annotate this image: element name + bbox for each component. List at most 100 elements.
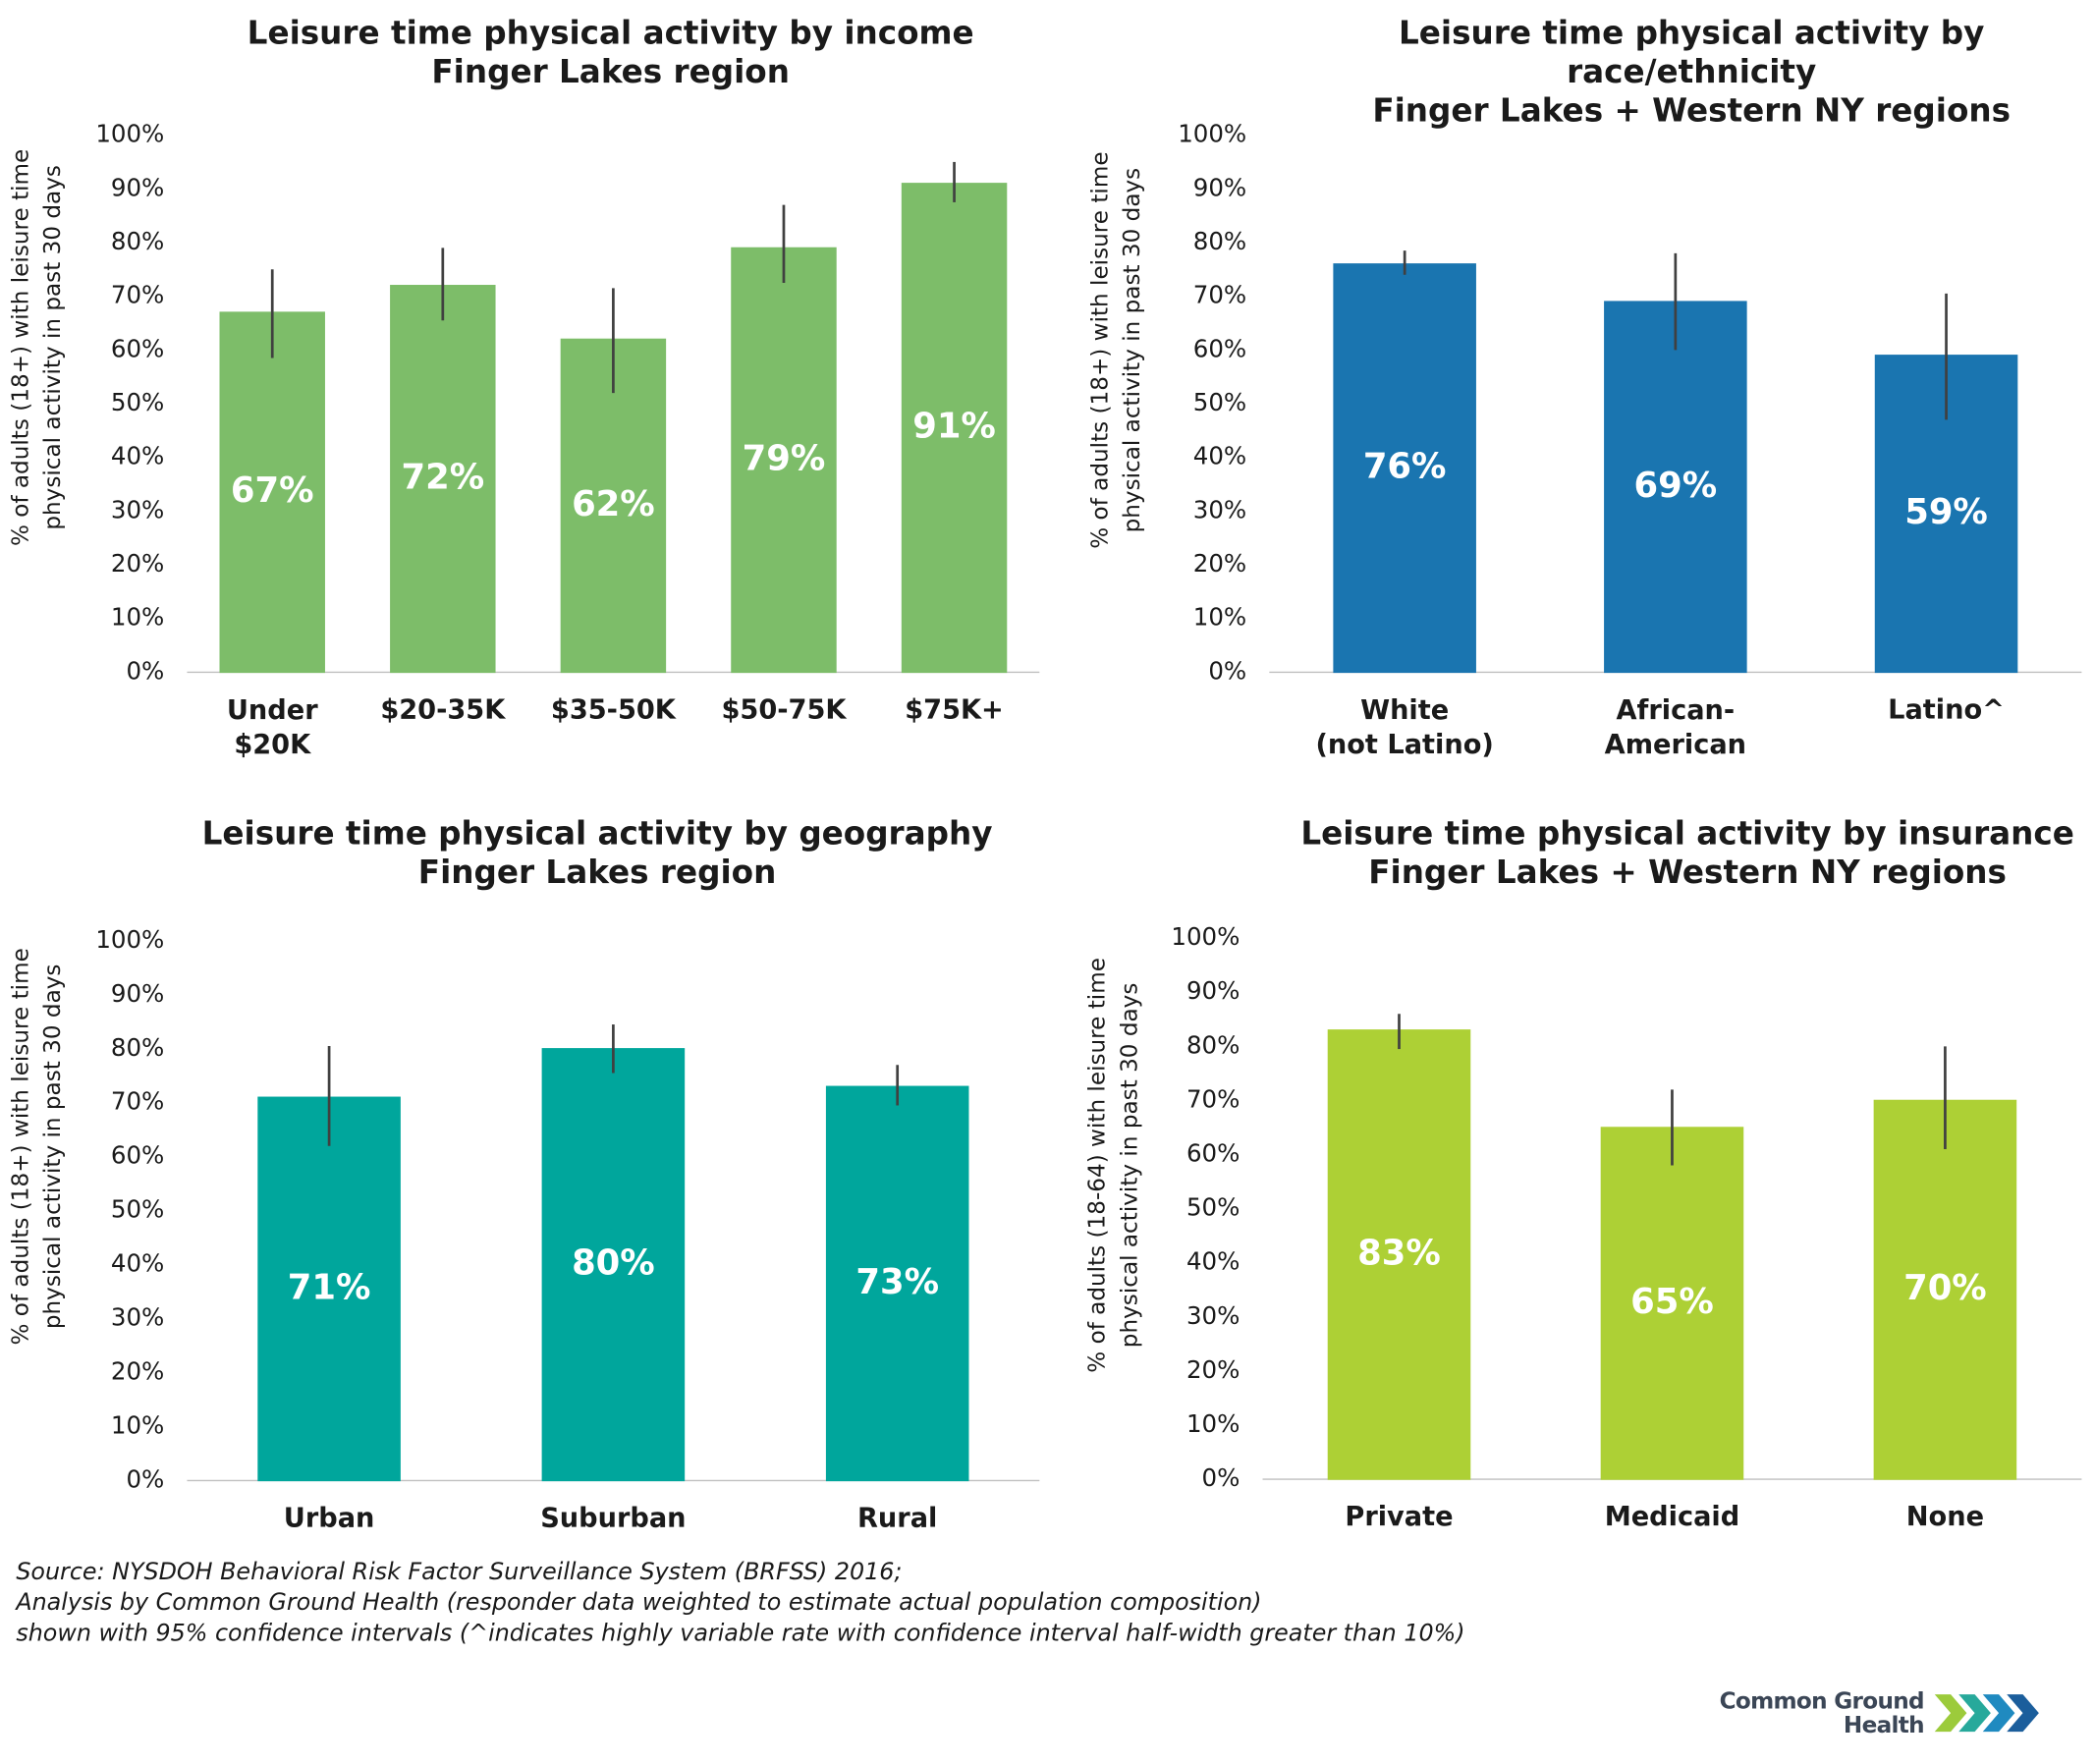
y-axis-label: physical activity in past 30 days — [1117, 983, 1142, 1349]
y-tick-label: 80% — [1186, 1030, 1240, 1059]
y-tick-label: 50% — [1186, 1193, 1240, 1222]
x-tick-label: Medicaid — [1605, 1502, 1740, 1532]
chart-title: Finger Lakes region — [431, 53, 790, 90]
y-tick-label: 0% — [1208, 656, 1246, 685]
data-label: 71% — [288, 1267, 371, 1307]
y-tick-label: 20% — [1186, 1355, 1240, 1384]
x-tick-label: $35-50K — [551, 694, 677, 725]
x-tick-label: Under $20K — [227, 694, 318, 759]
data-label: 76% — [1363, 447, 1447, 487]
bar — [541, 1048, 686, 1482]
y-tick-label: 10% — [111, 1410, 164, 1439]
bar — [1327, 1029, 1471, 1480]
bar — [1333, 263, 1476, 674]
x-tick-label: Suburban — [540, 1503, 686, 1533]
y-tick-label: 70% — [111, 281, 164, 309]
chart-title: Leisure time physical activity by income — [248, 15, 974, 52]
y-tick-label: 60% — [1193, 334, 1246, 362]
x-tick-label: $50-75K — [722, 694, 848, 725]
y-tick-label: 80% — [111, 227, 164, 255]
y-tick-label: 70% — [111, 1087, 164, 1116]
y-tick-label: 80% — [111, 1033, 164, 1062]
y-tick-label: 10% — [1186, 1409, 1240, 1438]
y-axis-label: % of adults (18+) with leisure time — [8, 149, 33, 546]
bar — [731, 247, 837, 674]
source-note: Analysis by Common Ground Health (respon… — [14, 1588, 1261, 1616]
chart-title: Leisure time physical activity by insura… — [1300, 814, 2074, 852]
chart-title: Leisure time physical activity by — [1399, 15, 1984, 52]
data-label: 73% — [855, 1262, 939, 1302]
y-tick-label: 0% — [126, 656, 164, 685]
y-axis-label: % of adults (18-64) with leisure time — [1085, 958, 1111, 1373]
chart-title: Finger Lakes + Western NY regions — [1372, 91, 2011, 129]
data-label: 91% — [912, 407, 996, 447]
x-tick-label: Latino^ — [1888, 694, 2005, 725]
y-axis-label: physical activity in past 30 days — [40, 165, 66, 530]
logo-text: Health — [1844, 1713, 1924, 1738]
bar — [560, 338, 667, 674]
data-label: 62% — [572, 484, 655, 524]
y-tick-label: 90% — [1193, 173, 1246, 201]
data-label: 69% — [1634, 466, 1718, 506]
chart-title: Finger Lakes + Western NY regions — [1368, 854, 2007, 891]
data-label: 67% — [231, 470, 314, 511]
bar — [1600, 1127, 1744, 1480]
y-tick-label: 30% — [1193, 495, 1246, 524]
y-tick-label: 90% — [111, 173, 164, 201]
y-axis-label: physical activity in past 30 days — [1120, 168, 1145, 533]
y-tick-label: 10% — [1193, 603, 1246, 632]
x-tick-label: Private — [1345, 1502, 1453, 1532]
bar — [257, 1096, 401, 1482]
y-tick-label: 60% — [111, 1141, 164, 1170]
y-tick-label: 80% — [1193, 227, 1246, 255]
data-label: 79% — [743, 438, 826, 478]
data-label: 83% — [1357, 1233, 1441, 1273]
logo-mark — [1934, 1694, 2039, 1733]
data-label: 80% — [572, 1243, 655, 1284]
y-tick-label: 40% — [111, 1249, 164, 1278]
data-label: 70% — [1903, 1268, 1987, 1308]
y-tick-label: 20% — [111, 1357, 164, 1386]
y-axis-label: physical activity in past 30 days — [40, 965, 66, 1330]
bar — [1873, 1099, 2017, 1480]
y-tick-label: 40% — [1186, 1247, 1240, 1276]
bar — [390, 285, 496, 674]
y-tick-label: 20% — [111, 549, 164, 578]
y-tick-label: 30% — [111, 1303, 164, 1332]
data-label: 72% — [401, 458, 484, 498]
y-tick-label: 100% — [1178, 120, 1246, 148]
bar — [1604, 301, 1747, 674]
y-tick-label: 60% — [1186, 1139, 1240, 1168]
y-tick-label: 100% — [95, 120, 164, 148]
y-tick-label: 40% — [111, 442, 164, 470]
x-tick-label: None — [1906, 1502, 1984, 1532]
y-tick-label: 50% — [111, 388, 164, 416]
bar — [219, 311, 325, 674]
x-tick-label: $75K+ — [905, 694, 1004, 725]
chart-title: Finger Lakes region — [418, 854, 777, 891]
data-label: 65% — [1630, 1282, 1714, 1322]
y-tick-label: 0% — [1202, 1463, 1240, 1492]
y-tick-label: 40% — [1193, 442, 1246, 470]
y-tick-label: 20% — [1193, 549, 1246, 578]
y-tick-label: 10% — [111, 603, 164, 632]
x-tick-label: $20-35K — [380, 694, 506, 725]
y-tick-label: 30% — [111, 495, 164, 524]
y-tick-label: 60% — [111, 334, 164, 362]
y-axis-label: % of adults (18+) with leisure time — [1087, 151, 1113, 548]
y-tick-label: 30% — [1186, 1301, 1240, 1330]
x-tick-label: Urban — [284, 1503, 375, 1533]
y-tick-label: 100% — [95, 925, 164, 954]
y-tick-label: 90% — [111, 979, 164, 1008]
chart-title: race/ethnicity — [1567, 53, 1816, 90]
chart-title: Leisure time physical activity by geogra… — [202, 814, 993, 852]
bar — [825, 1085, 969, 1482]
y-tick-label: 0% — [126, 1464, 164, 1493]
source-note: Source: NYSDOH Behavioral Risk Factor Su… — [16, 1558, 902, 1585]
y-axis-label: % of adults (18+) with leisure time — [8, 948, 33, 1345]
y-tick-label: 90% — [1186, 976, 1240, 1005]
x-tick-label: White (not Latino) — [1315, 694, 1493, 759]
y-tick-label: 50% — [1193, 388, 1246, 416]
